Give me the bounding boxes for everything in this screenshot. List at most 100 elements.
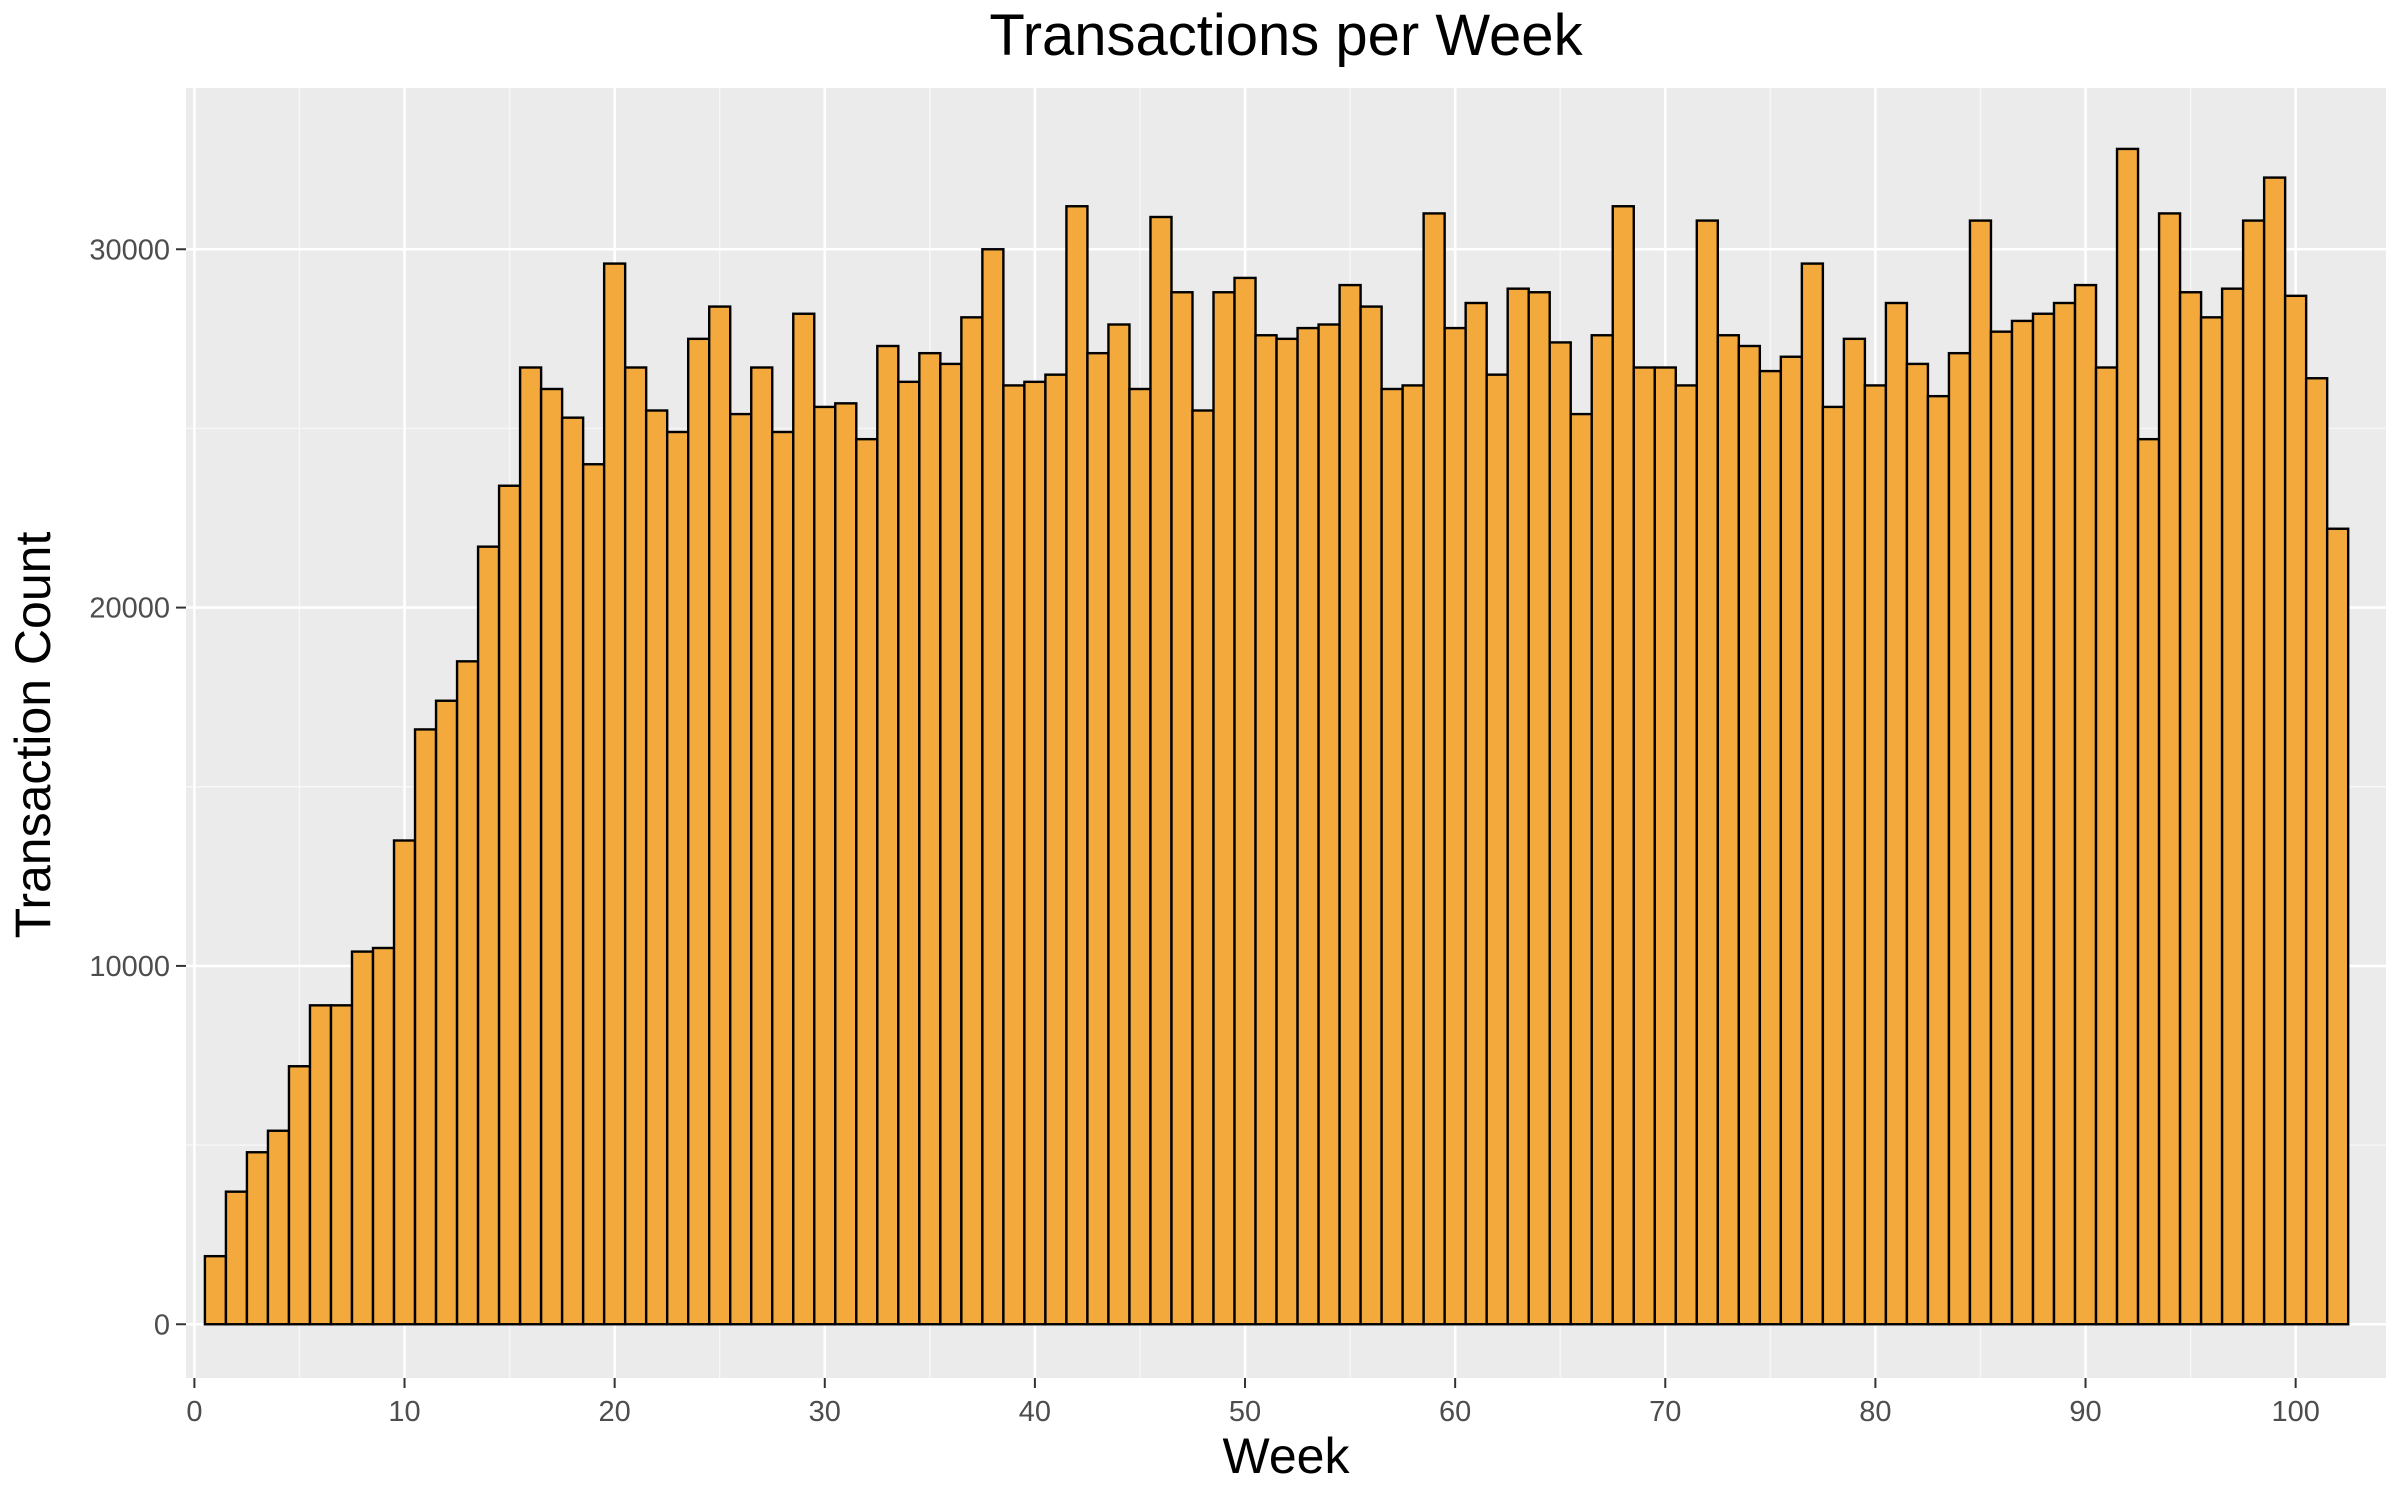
bar-week-21	[623, 366, 648, 1326]
x-tick-label: 60	[1439, 1396, 1471, 1428]
bar-week-39	[1002, 384, 1026, 1326]
bar-week-81	[1884, 301, 1909, 1326]
bar-week-23	[665, 430, 690, 1326]
bar-week-37	[960, 316, 984, 1326]
bar-week-56	[1359, 305, 1383, 1326]
x-tick-label: 70	[1649, 1396, 1681, 1428]
bar-week-87	[2010, 319, 2035, 1326]
bar-week-70	[1653, 366, 1677, 1326]
x-tick-label: 100	[2271, 1396, 2319, 1428]
y-axis-label: Transaction Count	[5, 532, 61, 939]
x-tick-label: 50	[1229, 1396, 1261, 1428]
bar-week-78	[1821, 405, 1846, 1326]
bar-week-101	[2304, 377, 2329, 1326]
bar-week-57	[1380, 387, 1404, 1326]
bar-week-91	[2094, 366, 2119, 1326]
bar-week-69	[1632, 366, 1656, 1326]
bar-week-68	[1611, 205, 1635, 1326]
bar-week-11	[413, 728, 438, 1326]
bar-week-35	[918, 351, 942, 1326]
bar-week-51	[1254, 334, 1278, 1326]
bar-week-53	[1296, 326, 1320, 1326]
bar-week-73	[1716, 334, 1741, 1326]
bar-week-55	[1338, 283, 1362, 1326]
bar-week-74	[1737, 344, 1762, 1326]
y-tick-label: 20000	[89, 593, 170, 625]
bar-week-13	[455, 660, 480, 1326]
bar-week-1	[203, 1254, 228, 1326]
bar-week-14	[476, 545, 501, 1326]
bar-week-4	[266, 1129, 291, 1326]
bar-week-41	[1044, 373, 1068, 1326]
bar-week-75	[1758, 369, 1783, 1326]
y-axis-ticks: 0 10000 20000 30000	[89, 234, 186, 1341]
bar-week-61	[1464, 301, 1488, 1326]
bar-week-6	[308, 1004, 333, 1326]
x-tick-label: 0	[186, 1396, 202, 1428]
bar-week-52	[1275, 337, 1299, 1326]
bar-week-44	[1107, 323, 1131, 1326]
bar-week-64	[1527, 291, 1551, 1326]
bar-week-71	[1674, 384, 1698, 1326]
bar-week-36	[939, 362, 963, 1326]
bar-week-10	[392, 839, 417, 1326]
bar-week-99	[2262, 176, 2287, 1326]
bar-week-45	[1128, 387, 1152, 1326]
bar-week-100	[2283, 294, 2308, 1326]
bar-week-50	[1233, 276, 1257, 1326]
bar-week-95	[2178, 291, 2203, 1326]
bar-week-80	[1863, 384, 1888, 1326]
bar-week-15	[497, 484, 522, 1326]
bar-week-20	[602, 262, 627, 1326]
bar-week-9	[371, 946, 396, 1326]
y-tick-label: 0	[154, 1309, 170, 1341]
bar-week-47	[1170, 291, 1194, 1326]
bar-week-76	[1779, 355, 1804, 1326]
bar-week-83	[1926, 394, 1951, 1326]
bar-week-16	[518, 366, 543, 1326]
bar-week-33	[876, 344, 900, 1326]
bar-week-38	[981, 248, 1005, 1326]
x-axis-ticks: 0 10 20 30 40 50 60 70 80 90 100	[186, 1378, 2320, 1428]
bar-week-40	[1023, 380, 1047, 1326]
x-tick-label: 30	[809, 1396, 841, 1428]
bar-week-49	[1212, 291, 1236, 1326]
bar-week-58	[1401, 384, 1425, 1326]
bar-week-31	[834, 402, 858, 1326]
bar-week-97	[2220, 287, 2245, 1326]
bar-week-85	[1968, 219, 1993, 1326]
bar-week-94	[2157, 212, 2182, 1326]
plot-panel	[186, 88, 2386, 1378]
bar-week-67	[1590, 334, 1614, 1326]
bar-week-34	[897, 380, 921, 1326]
bar-week-32	[855, 437, 879, 1326]
bar-week-90	[2073, 283, 2098, 1326]
x-tick-label: 10	[388, 1396, 420, 1428]
bar-week-28	[771, 430, 795, 1326]
bar-week-48	[1191, 409, 1215, 1326]
bar-week-62	[1485, 373, 1509, 1326]
x-tick-label: 80	[1859, 1396, 1891, 1428]
bar-week-89	[2052, 301, 2077, 1326]
bar-week-63	[1506, 287, 1530, 1326]
x-axis-label: Week	[1223, 1428, 1351, 1484]
bars	[203, 147, 2350, 1326]
bar-week-26	[729, 412, 753, 1326]
chart-title: Transactions per Week	[989, 3, 1583, 68]
bar-week-12	[434, 699, 459, 1326]
bar-week-30	[813, 405, 837, 1326]
bar-week-72	[1695, 219, 1720, 1326]
bar-week-93	[2136, 437, 2161, 1326]
bar-week-19	[581, 463, 606, 1326]
bar-week-25	[708, 305, 732, 1326]
y-tick-label: 10000	[89, 951, 170, 983]
bar-week-27	[750, 366, 774, 1326]
bar-week-3	[245, 1151, 270, 1326]
bar-week-22	[644, 409, 669, 1326]
bar-week-102	[2325, 527, 2350, 1326]
bar-week-60	[1443, 326, 1467, 1326]
x-tick-label: 40	[1019, 1396, 1051, 1428]
bar-week-96	[2199, 316, 2224, 1326]
bar-week-59	[1422, 212, 1446, 1326]
